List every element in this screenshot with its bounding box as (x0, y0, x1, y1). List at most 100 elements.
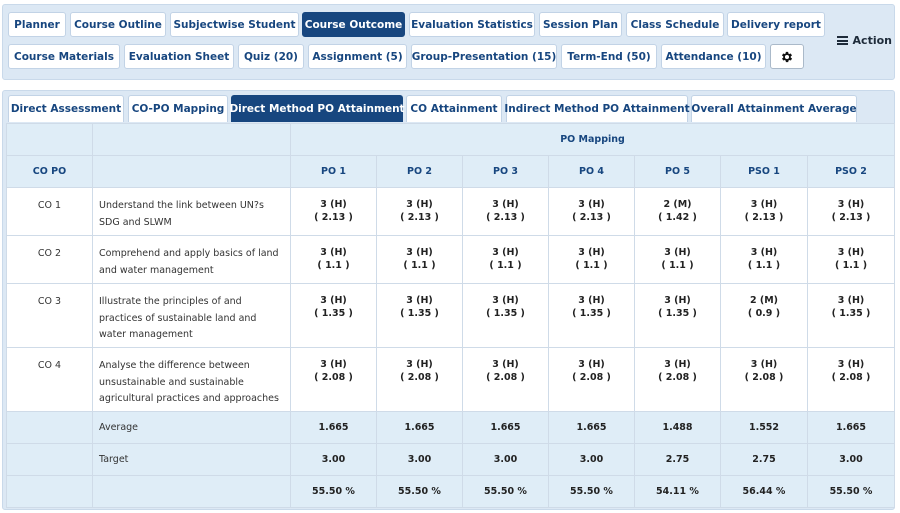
mapping-level: 3 (H) (578, 199, 605, 210)
summary-blank (6, 411, 93, 444)
attainment-cell: 3 (H)( 2.08 ) (720, 347, 808, 412)
mapping-level: 3 (H) (320, 359, 347, 370)
attainment-cell: 3 (H)( 1.35 ) (290, 283, 377, 348)
tab-course-materials[interactable]: Course Materials (8, 44, 120, 69)
tab-evaluation-statistics[interactable]: Evaluation Statistics (409, 12, 535, 37)
mapping-score: ( 2.13 ) (744, 211, 784, 223)
mapping-score: ( 2.08 ) (400, 371, 439, 383)
mapping-level: 3 (H) (664, 295, 691, 306)
summary-value: 3.00 (376, 443, 463, 476)
action-menu-button[interactable]: Action (836, 34, 892, 47)
hamburger-icon (836, 36, 848, 45)
tab-planner[interactable]: Planner (8, 12, 66, 37)
co-row: CO 4 Analyse the difference between unsus… (6, 347, 896, 412)
mapping-score: ( 1.35 ) (400, 307, 439, 319)
header-description (92, 155, 291, 188)
header-po-4: PO 4 (548, 155, 635, 188)
tab-course-outline[interactable]: Course Outline (70, 12, 166, 37)
mapping-level: 3 (H) (750, 199, 778, 210)
summary-value: 2.75 (634, 443, 721, 476)
mapping-score: ( 1.1 ) (834, 259, 868, 271)
tab-assignment[interactable]: Assignment (5) (308, 44, 407, 69)
mapping-level: 3 (H) (837, 295, 865, 306)
co-label: CO 4 (6, 347, 93, 412)
attainment-cell: 3 (H)( 2.13 ) (290, 187, 377, 236)
header-pso-2: PSO 2 (806, 155, 896, 188)
gear-icon (781, 51, 793, 62)
settings-button[interactable] (770, 44, 804, 69)
summary-blank (6, 443, 93, 476)
mapping-level: 3 (H) (492, 199, 519, 210)
tab-subjectwise-student[interactable]: Subjectwise Student (170, 12, 299, 37)
co-label: CO 1 (6, 187, 93, 236)
summary-value: 55.50 % (376, 475, 463, 508)
attainment-cell: 3 (H)( 2.08 ) (634, 347, 721, 412)
mapping-score: ( 2.13 ) (486, 211, 525, 223)
subtab-indirect-method-po-attainment[interactable]: Indirect Method PO Attainment (504, 95, 690, 122)
action-label: Action (852, 34, 892, 47)
header-blank-co (6, 123, 93, 156)
co-label: CO 3 (6, 283, 93, 348)
tab-class-schedule[interactable]: Class Schedule (626, 12, 724, 37)
summary-label (92, 475, 291, 508)
average-row: Average 1.665 1.665 1.665 1.665 1.488 1.552 1.6… (6, 411, 896, 444)
mapping-score: ( 2.08 ) (831, 371, 871, 383)
tab-course-outcome[interactable]: Course Outcome (302, 12, 405, 37)
co-description: Understand the link between UN?s SDG and… (92, 187, 291, 236)
mapping-score: ( 2.13 ) (572, 211, 611, 223)
mapping-score: ( 1.42 ) (658, 211, 697, 223)
attainment-cell: 2 (M)( 0.9 ) (720, 283, 808, 348)
mapping-score: ( 2.08 ) (658, 371, 697, 383)
attainment-cell: 3 (H)( 1.1 ) (548, 235, 635, 284)
header-blank-desc (92, 123, 291, 156)
mapping-level: 3 (H) (406, 247, 433, 258)
attainment-cell: 3 (H)( 1.1 ) (290, 235, 377, 284)
mapping-level: 3 (H) (837, 247, 865, 258)
header-po-2: PO 2 (376, 155, 463, 188)
summary-value: 1.665 (462, 411, 549, 444)
attainment-cell: 3 (H)( 2.13 ) (462, 187, 549, 236)
tab-quiz[interactable]: Quiz (20) (238, 44, 304, 69)
attainment-cell: 2 (M)( 1.42 ) (634, 187, 721, 236)
mapping-level: 3 (H) (406, 199, 433, 210)
mapping-level: 3 (H) (837, 359, 865, 370)
summary-value: 3.00 (806, 443, 896, 476)
mapping-score: ( 1.1 ) (403, 259, 436, 271)
tab-evaluation-sheet[interactable]: Evaluation Sheet (124, 44, 234, 69)
co-label: CO 2 (6, 235, 93, 284)
tab-group-presentation[interactable]: Group-Presentation (15) (411, 44, 557, 69)
attainment-cell: 3 (H)( 2.13 ) (720, 187, 808, 236)
subtab-overall-attainment-average[interactable]: Overall Attainment Average (691, 95, 857, 122)
mapping-score: ( 2.08 ) (572, 371, 611, 383)
subtab-co-attainment[interactable]: CO Attainment (406, 95, 502, 122)
tab-delivery-report[interactable]: Delivery report (727, 12, 825, 37)
subtab-direct-method-po-attainment[interactable]: Direct Method PO Attainment (229, 95, 405, 122)
target-row: Target 3.00 3.00 3.00 3.00 2.75 2.75 3.00 (6, 443, 896, 476)
header-po-mapping: PO Mapping (289, 123, 896, 156)
tab-term-end[interactable]: Term-End (50) (561, 44, 657, 69)
header-pso-1: PSO 1 (720, 155, 808, 188)
mapping-score: ( 2.13 ) (831, 211, 871, 223)
mapping-score: ( 1.1 ) (489, 259, 522, 271)
summary-value: 55.50 % (290, 475, 377, 508)
summary-value: 55.50 % (462, 475, 549, 508)
attainment-cell: 3 (H)( 2.13 ) (376, 187, 463, 236)
attainment-cell: 3 (H)( 1.1 ) (376, 235, 463, 284)
tab-session-plan[interactable]: Session Plan (539, 12, 622, 37)
mapping-score: ( 2.08 ) (314, 371, 353, 383)
tab-attendance[interactable]: Attendance (10) (661, 44, 766, 69)
attainment-cell: 3 (H)( 2.08 ) (548, 347, 635, 412)
header-po-1: PO 1 (290, 155, 377, 188)
subtab-direct-assessment[interactable]: Direct Assessment (8, 95, 124, 122)
attainment-cell: 3 (H)( 1.35 ) (634, 283, 721, 348)
attainment-cell: 3 (H)( 1.35 ) (376, 283, 463, 348)
mapping-level: 3 (H) (320, 295, 347, 306)
mapping-level: 3 (H) (492, 295, 519, 306)
summary-value: 55.50 % (548, 475, 635, 508)
attainment-cell: 3 (H)( 2.08 ) (290, 347, 377, 412)
mapping-level: 2 (M) (749, 295, 779, 306)
subtab-co-po-mapping[interactable]: CO-PO Mapping (128, 95, 228, 122)
attainment-cell: 3 (H)( 2.13 ) (548, 187, 635, 236)
mapping-level: 3 (H) (578, 247, 605, 258)
mapping-level: 3 (H) (320, 199, 347, 210)
